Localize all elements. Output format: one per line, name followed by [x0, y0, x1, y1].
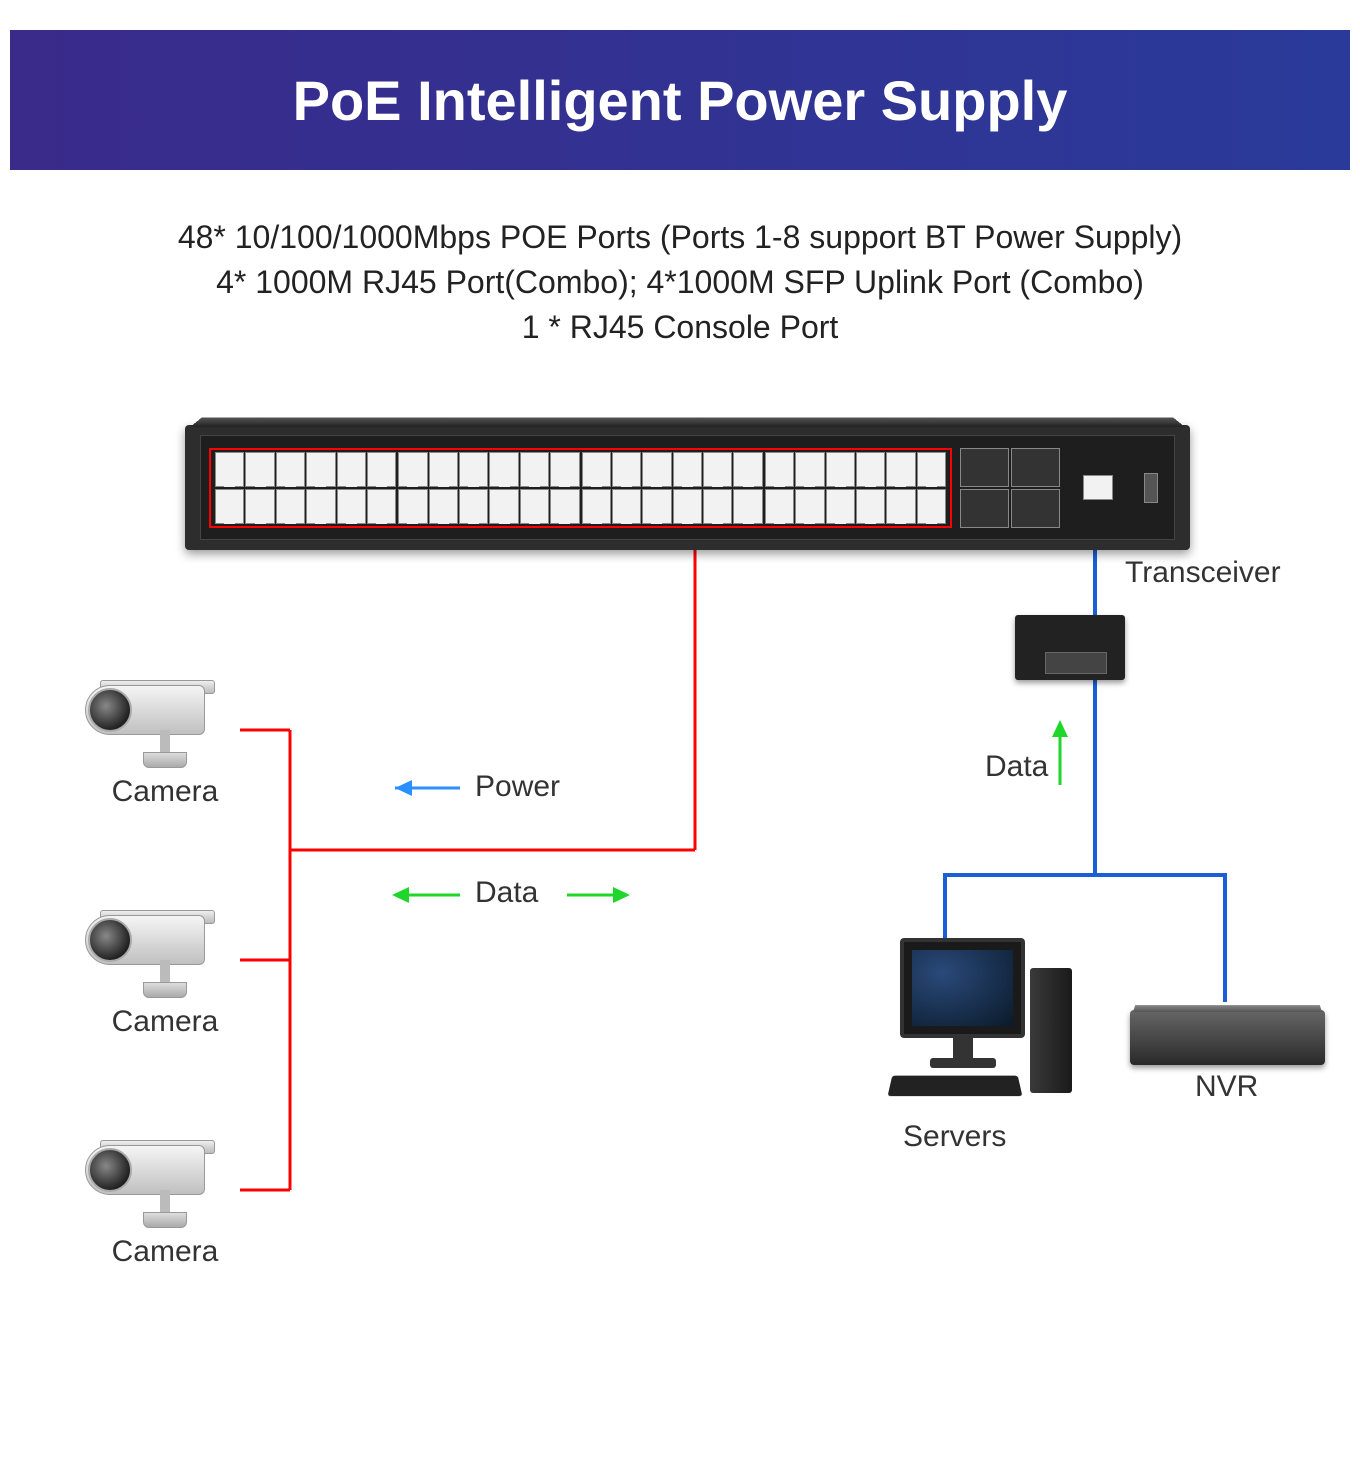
nvr-device	[1130, 1010, 1325, 1065]
servers-label: Servers	[903, 1120, 1006, 1154]
camera-1-label: Camera	[85, 775, 245, 809]
specs-line-1: 48* 10/100/1000Mbps POE Ports (Ports 1-8…	[0, 215, 1360, 260]
specs-line-3: 1 * RJ45 Console Port	[0, 305, 1360, 350]
specs-line-2: 4* 1000M RJ45 Port(Combo); 4*1000M SFP U…	[0, 260, 1360, 305]
poe-port-block	[209, 448, 952, 528]
transceiver-device	[1015, 615, 1125, 680]
camera-3-label: Camera	[85, 1235, 245, 1269]
sfp-block	[960, 448, 1060, 528]
switch-face	[200, 435, 1175, 540]
usb-block	[1136, 448, 1166, 528]
poe-switch	[185, 425, 1190, 550]
power-legend-label: Power	[475, 770, 560, 804]
title-banner: PoE Intelligent Power Supply	[10, 30, 1350, 170]
camera-2: Camera	[85, 910, 245, 1005]
camera-1: Camera	[85, 680, 245, 775]
console-port	[1083, 475, 1113, 500]
data-legend-label: Data	[475, 876, 538, 910]
camera-3: Camera	[85, 1140, 245, 1235]
title-text: PoE Intelligent Power Supply	[293, 68, 1068, 133]
server-device	[875, 938, 1060, 1108]
camera-2-label: Camera	[85, 1005, 245, 1039]
nvr-label: NVR	[1195, 1070, 1258, 1104]
usb-port	[1144, 473, 1158, 503]
specs-block: 48* 10/100/1000Mbps POE Ports (Ports 1-8…	[0, 215, 1360, 349]
console-block	[1068, 448, 1128, 528]
data-side-label: Data	[985, 750, 1048, 784]
transceiver-label: Transceiver	[1125, 556, 1281, 590]
topology-diagram: Camera Camera Camera Transceiver Servers…	[0, 370, 1360, 1474]
